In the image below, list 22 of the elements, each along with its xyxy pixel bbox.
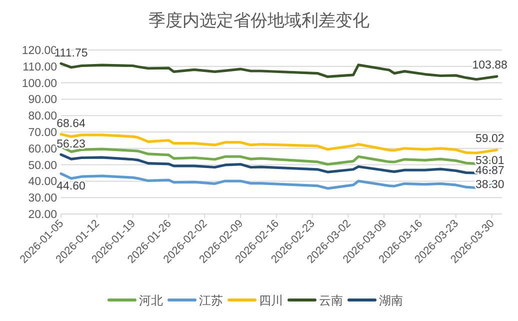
- legend-label: 河北: [139, 294, 163, 308]
- data-label: 68.64: [56, 118, 86, 130]
- y-tick-label: 60.00: [28, 143, 57, 156]
- y-tick-label: 100.00: [22, 78, 57, 90]
- y-tick-label: 70.00: [28, 127, 57, 139]
- data-label: 111.75: [54, 48, 88, 60]
- y-tick-label: 40.00: [28, 176, 57, 188]
- legend-label: 云南: [319, 294, 343, 308]
- chart-title: 季度内选定省份地域利差变化: [148, 11, 370, 30]
- y-tick-label: 50.00: [28, 160, 57, 172]
- data-label: 59.02: [475, 133, 504, 146]
- data-label: 56.23: [56, 138, 86, 151]
- y-tick-label: 20.00: [28, 209, 57, 221]
- data-label: 44.60: [56, 180, 86, 193]
- y-tick-label: 90.00: [28, 94, 57, 106]
- y-tick-label: 110.00: [22, 61, 57, 74]
- legend-label: 江苏: [199, 294, 223, 308]
- data-label: 103.88: [472, 59, 508, 72]
- legend-label: 湖南: [379, 294, 403, 308]
- y-tick-label: 30.00: [28, 192, 57, 205]
- y-tick-label: 80.00: [28, 110, 57, 123]
- legend-label: 四川: [259, 294, 283, 308]
